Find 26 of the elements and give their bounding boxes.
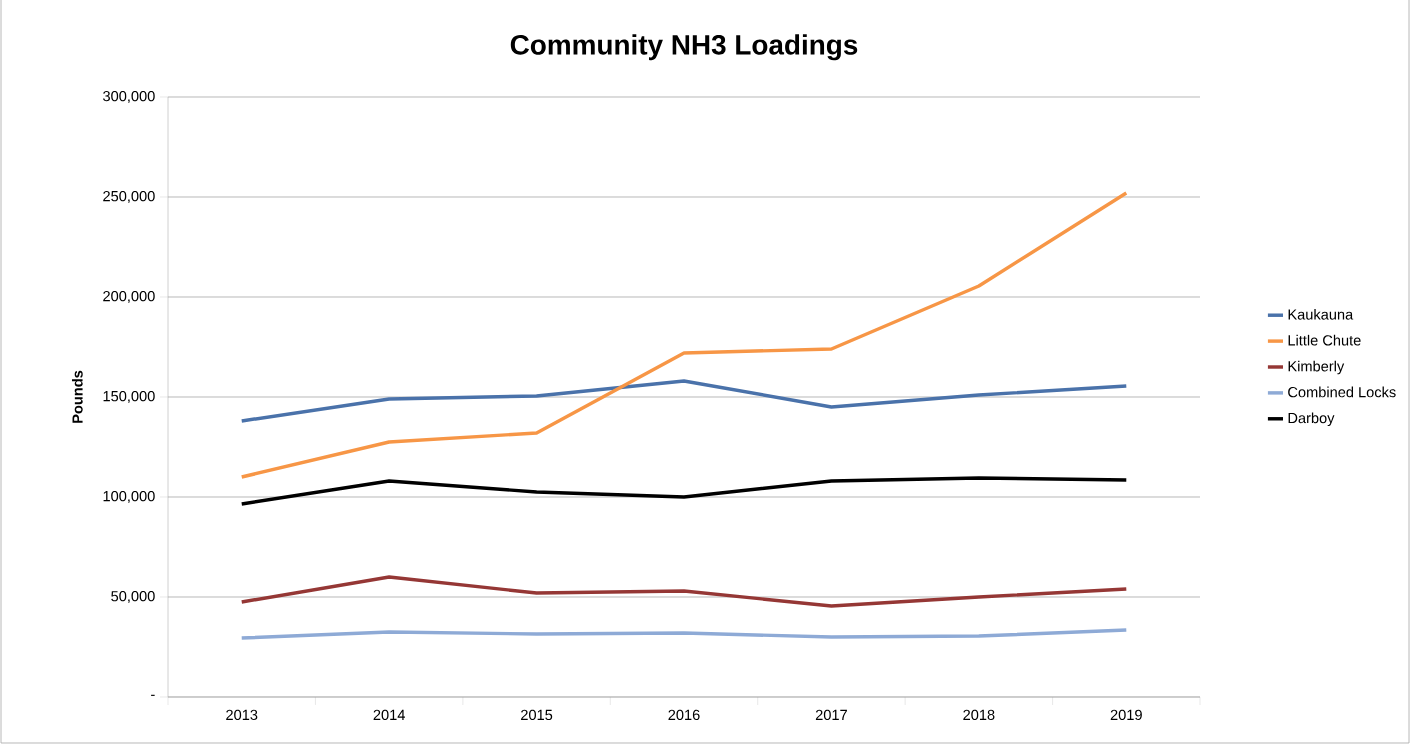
- line-series: [239, 191, 1129, 479]
- line-series: [239, 379, 1129, 423]
- legend-label: Kimberly: [1288, 360, 1345, 375]
- legend-label: Combined Locks: [1288, 386, 1396, 398]
- line-series: [239, 628, 1129, 640]
- x-tick-label: 2019: [1110, 709, 1142, 721]
- legend-label: Kaukauna: [1288, 308, 1354, 320]
- y-tick-label: 50,000: [111, 590, 155, 604]
- line-series: [239, 575, 1129, 608]
- x-tick-label: 2015: [521, 709, 553, 721]
- legend-label: Darboy: [1288, 412, 1335, 427]
- y-tick-label: 100,000: [103, 490, 155, 504]
- y-tick-label: 300,000: [103, 90, 155, 104]
- y-tick-label: 200,000: [103, 290, 155, 304]
- x-tick-label: 2014: [373, 709, 405, 721]
- y-axis-title: Pounds: [71, 370, 83, 423]
- y-tick-label: 150,000: [103, 390, 155, 404]
- chart-title: Community NH3 Loadings: [510, 34, 858, 61]
- y-tick-label: 250,000: [103, 190, 155, 204]
- x-tick-label: 2017: [815, 709, 847, 721]
- line-series: [239, 476, 1129, 506]
- legend-label: Little Chute: [1288, 334, 1361, 346]
- x-tick-label: 2016: [668, 709, 700, 721]
- y-tick-label: -: [151, 694, 155, 696]
- x-tick-label: 2018: [963, 709, 995, 721]
- x-tick-label: 2013: [226, 709, 258, 721]
